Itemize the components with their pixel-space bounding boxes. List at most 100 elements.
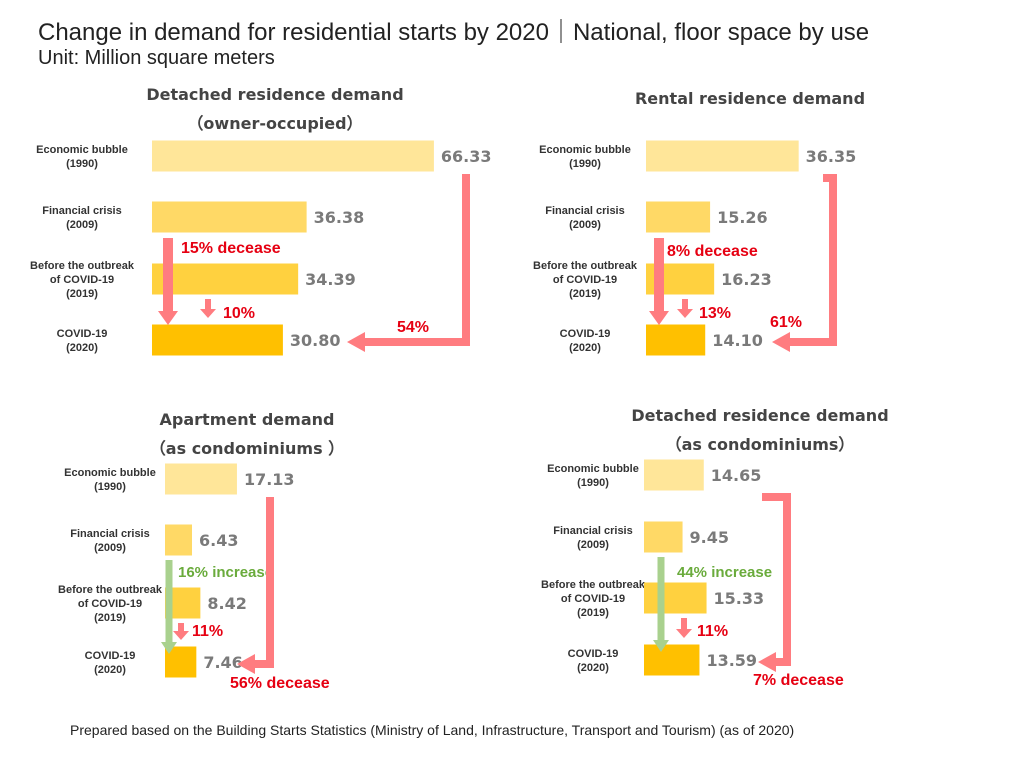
category-label: (2019) — [569, 288, 601, 300]
bar — [152, 201, 307, 233]
category-label: (2009) — [94, 542, 126, 554]
category-label: (2009) — [577, 539, 609, 551]
bar — [646, 140, 799, 172]
category-label: (1990) — [94, 481, 126, 493]
value-label: 30.80 — [290, 331, 341, 350]
category-label: Economic bubble — [36, 144, 128, 156]
overall-label: 56% decease — [230, 675, 330, 692]
source-note: Prepared based on the Building Starts St… — [70, 722, 795, 738]
bar — [644, 644, 700, 676]
last-step-label: 11% — [697, 623, 728, 640]
chart-panel-4: Detached residence demand （as condominium… — [541, 406, 889, 689]
value-label: 6.43 — [199, 531, 238, 550]
category-label: (1990) — [66, 158, 98, 170]
last-step-arrow — [200, 299, 216, 318]
category-label: COVID-19 — [85, 650, 136, 662]
category-label: (2020) — [94, 664, 126, 676]
bar — [644, 459, 704, 491]
bar — [152, 324, 283, 356]
overall-arrow — [758, 493, 791, 672]
category-label: (2019) — [94, 612, 126, 624]
category-label: Economic bubble — [64, 467, 156, 479]
trend-label: 8% decease — [667, 243, 758, 260]
chart-title: Apartment demand — [160, 410, 335, 429]
value-label: 9.45 — [690, 528, 729, 547]
category-label: Financial crisis — [42, 205, 121, 217]
trend-arrow — [649, 238, 669, 325]
category-label: (2019) — [577, 607, 609, 619]
bar — [152, 140, 434, 172]
category-label: COVID-19 — [560, 328, 611, 340]
category-label: Before the outbreak — [541, 579, 646, 591]
chart-panel-3: Apartment demand （as condominiums ） Econom… — [58, 410, 344, 692]
bar — [646, 324, 706, 356]
last-step-label: 13% — [699, 305, 731, 322]
last-step-arrow — [677, 299, 693, 318]
category-label: (2020) — [577, 662, 609, 674]
overall-arrow — [237, 497, 274, 674]
value-label: 66.33 — [441, 147, 492, 166]
category-label: Before the outbreak — [58, 584, 163, 596]
overall-label: 7% decease — [753, 672, 844, 689]
value-label: 36.38 — [314, 208, 365, 227]
category-label: (2019) — [66, 288, 98, 300]
category-label: of COVID-19 — [561, 593, 625, 605]
category-label: Before the outbreak — [533, 260, 638, 272]
value-label: 8.42 — [207, 594, 246, 613]
value-label: 14.65 — [711, 466, 762, 485]
category-label: Financial crisis — [70, 528, 149, 540]
bar — [644, 521, 683, 553]
chart-panel-1: Detached residence demand （owner-occupied… — [30, 85, 492, 356]
last-step-arrow — [676, 618, 692, 638]
last-step-label: 10% — [223, 305, 255, 322]
category-label: of COVID-19 — [78, 598, 142, 610]
last-step-label: 11% — [192, 623, 223, 640]
trend-arrow — [653, 557, 669, 652]
category-label: of COVID-19 — [553, 274, 617, 286]
value-label: 36.35 — [806, 147, 857, 166]
category-label: (2020) — [569, 342, 601, 354]
page-title: Change in demand for residential starts … — [38, 19, 870, 46]
category-label: COVID-19 — [568, 648, 619, 660]
chart-title: Detached residence demand — [631, 406, 888, 425]
chart-title: Detached residence demand — [146, 85, 403, 104]
category-label: Economic bubble — [539, 144, 631, 156]
last-step-arrow — [173, 623, 189, 640]
bar — [165, 524, 193, 556]
bar — [644, 582, 707, 614]
category-label: (2020) — [66, 342, 98, 354]
overall-arrow — [772, 174, 837, 352]
overall-label: 61% — [770, 314, 802, 331]
category-label: Financial crisis — [545, 205, 624, 217]
value-label: 15.33 — [714, 589, 765, 608]
trend-arrow — [161, 560, 177, 654]
bar — [152, 263, 299, 295]
value-label: 16.23 — [721, 270, 772, 289]
bar — [165, 463, 237, 495]
chart-title: （owner-occupied） — [187, 114, 362, 133]
trend-label: 15% decease — [181, 240, 281, 257]
category-label: (2009) — [569, 219, 601, 231]
chart-title: （as condominiums） — [666, 435, 855, 454]
unit-label: Unit: Million square meters — [38, 47, 275, 69]
category-label: Before the outbreak — [30, 260, 135, 272]
bar — [646, 201, 711, 233]
category-label: (1990) — [569, 158, 601, 170]
overall-label: 54% — [397, 319, 429, 336]
trend-arrow — [158, 238, 178, 325]
value-label: 15.26 — [717, 208, 768, 227]
category-label: of COVID-19 — [50, 274, 114, 286]
value-label: 34.39 — [305, 270, 356, 289]
trend-label: 44% increase — [677, 564, 772, 581]
value-label: 7.46 — [203, 653, 242, 672]
category-label: (1990) — [577, 477, 609, 489]
chart-title: Rental residence demand — [635, 89, 865, 108]
category-label: COVID-19 — [57, 328, 108, 340]
trend-label: 16% increase — [178, 564, 273, 581]
value-label: 17.13 — [244, 470, 295, 489]
category-label: (2009) — [66, 219, 98, 231]
value-label: 13.59 — [706, 651, 757, 670]
chart-panel-2: Rental residence demand Economic bubble (1… — [533, 89, 865, 356]
category-label: Economic bubble — [547, 463, 639, 475]
